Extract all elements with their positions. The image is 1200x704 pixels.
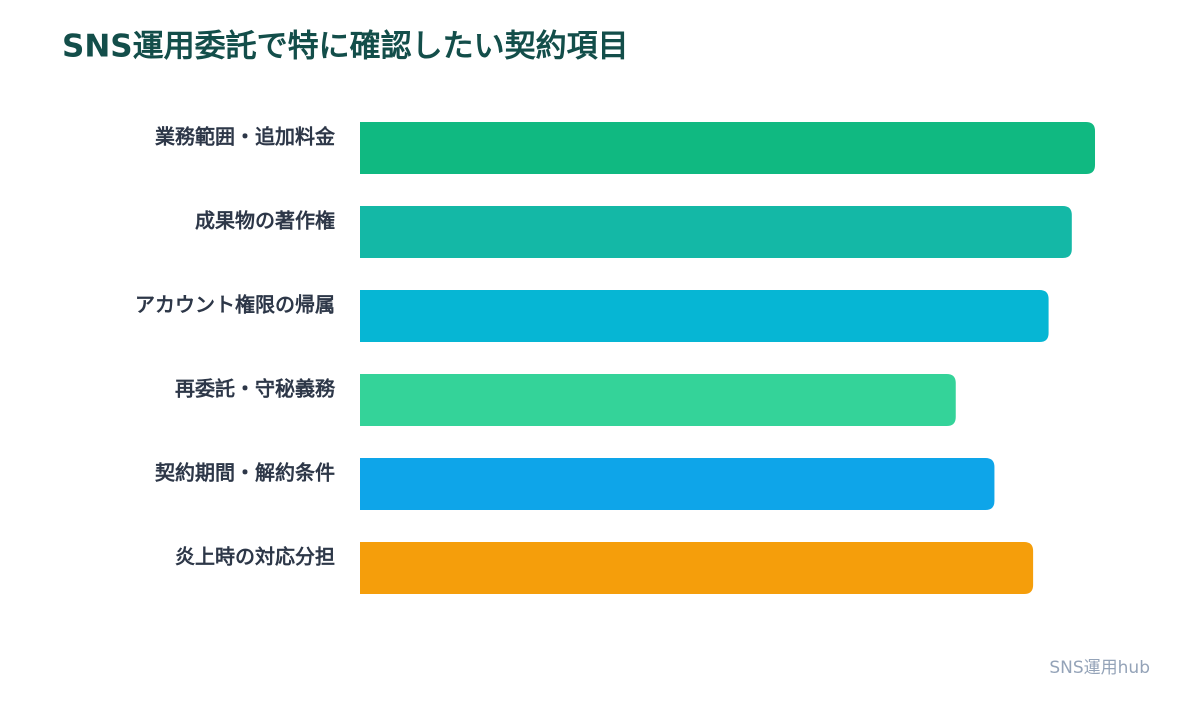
chart-title: SNS運用委託で特に確認したい契約項目 (62, 29, 629, 65)
bar (360, 290, 1049, 342)
source-label: SNS運用hub (1049, 658, 1150, 678)
bar (360, 122, 1096, 174)
category-label: アカウント権限の帰属 (135, 293, 335, 317)
category-label: 契約期間・解約条件 (154, 461, 335, 485)
bar (360, 206, 1072, 258)
category-label: 業務範囲・追加料金 (155, 125, 336, 149)
category-label: 炎上時の対応分担 (175, 545, 335, 569)
bar (360, 374, 956, 426)
category-label: 再委託・守秘義務 (175, 377, 336, 401)
category-label: 成果物の著作権 (195, 209, 335, 233)
bar (360, 542, 1034, 594)
bar (360, 458, 995, 510)
